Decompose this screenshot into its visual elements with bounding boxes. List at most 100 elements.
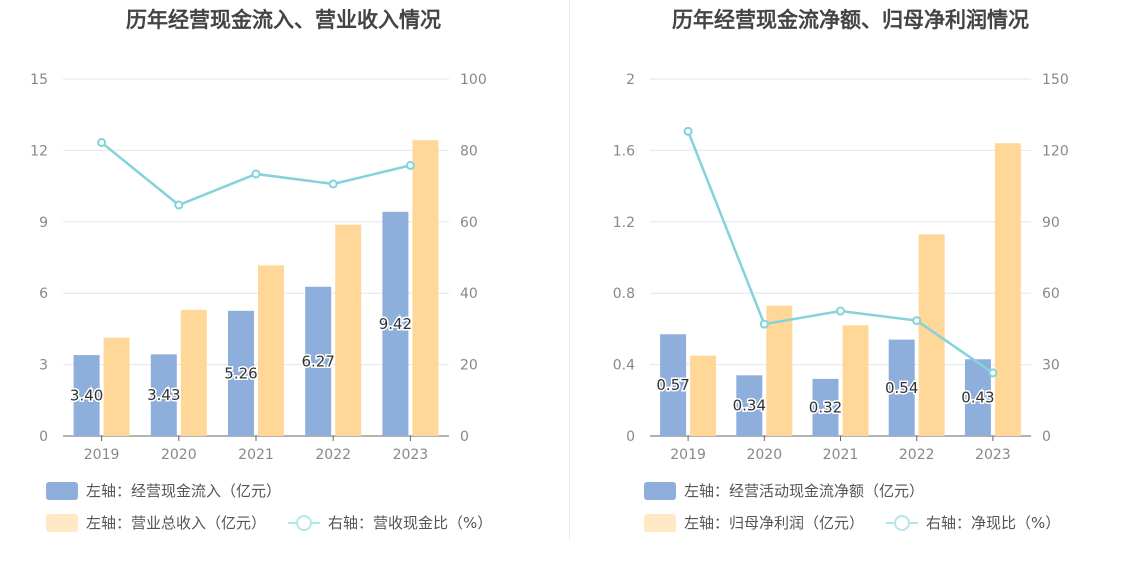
chart-plot-area: 0 0 3 20 6 40 9 60 12 80 15 100 2019 3.40 2020 3.43 2021… [30, 72, 487, 463]
x-axis-tick-label: 2019 [84, 447, 120, 463]
right-axis-tick-label: 100 [460, 72, 487, 88]
bar-yellow [994, 143, 1021, 436]
left-axis-tick-label: 1.6 [613, 143, 635, 159]
bar-data-label: 9.42 [379, 315, 412, 333]
ratio-line-point [683, 126, 693, 136]
right-axis-tick-label: 40 [460, 286, 478, 302]
chart-panel-cashflow-revenue: 历年经营现金流入、营业收入情况 0 0 3 20 6 40 9 60 12 80 15 100 2019… [30, 8, 492, 533]
bar-blue [73, 355, 100, 436]
bar-yellow [842, 325, 869, 436]
bar-blue [888, 339, 915, 436]
legend-label: 右轴：净现比（%） [926, 514, 1061, 532]
legend-row-1: 左轴：经营活动现金流净额（亿元） [644, 480, 924, 501]
ratio-line [686, 130, 994, 374]
ratio-line-point [836, 306, 845, 316]
bar-blue [660, 334, 687, 436]
bar-data-label: 0.32 [809, 398, 842, 416]
bar-yellow [412, 140, 439, 436]
bar-blue [964, 359, 991, 436]
x-axis-tick-label: 2019 [670, 447, 706, 463]
legend-swatch-yellow-bar [644, 513, 676, 532]
bar-yellow [335, 224, 362, 436]
left-axis-tick-label: 3 [39, 358, 48, 374]
bar-blue [150, 354, 177, 436]
legend-swatch-yellow-bar [46, 513, 78, 532]
left-axis-tick-label: 0 [626, 429, 635, 445]
legend-label: 左轴：经营现金流入（亿元） [86, 482, 282, 500]
bar-yellow [690, 355, 717, 436]
bar-yellow [103, 337, 130, 436]
legend-line-marker-icon [886, 514, 919, 531]
legend-item-revenue[interactable]: 左轴：营业总收入（亿元） [46, 512, 266, 533]
bar-yellow [918, 234, 945, 436]
right-axis-tick-label: 90 [1042, 215, 1060, 231]
bar-yellow [258, 265, 284, 436]
ratio-line-point [97, 138, 107, 148]
bar-data-label: 0.57 [656, 376, 689, 394]
chart-title: 历年经营现金流净额、归母净利润情况 [672, 8, 1029, 32]
ratio-line-point [912, 316, 922, 326]
chart-title: 历年经营现金流入、营业收入情况 [126, 8, 441, 32]
right-axis-tick-label: 60 [1042, 286, 1060, 302]
left-axis-tick-label: 9 [39, 215, 48, 231]
x-axis-tick-label: 2021 [823, 447, 859, 463]
legend-line-marker-icon [288, 514, 321, 531]
bar-blue [228, 310, 254, 436]
ratio-line-point [405, 160, 415, 170]
left-axis-tick-label: 6 [39, 286, 48, 302]
right-axis-tick-label: 20 [460, 358, 478, 374]
left-axis-tick-label: 2 [626, 72, 635, 88]
right-axis-tick-label: 0 [1042, 429, 1051, 445]
legend-label: 左轴：经营活动现金流净额（亿元） [684, 482, 925, 500]
right-axis-tick-label: 120 [1042, 143, 1069, 159]
x-axis-tick-label: 2020 [161, 447, 197, 463]
left-axis-tick-label: 0 [39, 429, 48, 445]
legend-item-net-cash-ratio[interactable]: 右轴：净现比（%） [886, 512, 1060, 533]
left-axis-tick-label: 12 [30, 143, 48, 159]
legend-label: 右轴：营收现金比（%） [328, 514, 493, 532]
bar-data-label: 0.34 [733, 397, 766, 415]
panel-divider [569, 0, 570, 540]
right-axis-tick-label: 30 [1042, 358, 1060, 374]
bar-blue [812, 378, 839, 436]
bar-yellow [766, 305, 793, 436]
legend-label: 左轴：归母净利润（亿元） [684, 514, 865, 532]
bar-blue [382, 211, 409, 436]
ratio-line-point [759, 319, 769, 329]
right-axis-tick-label: 80 [460, 143, 478, 159]
legend-row-2: 左轴：营业总收入（亿元） 右轴：营收现金比（%） [46, 512, 492, 533]
left-axis-tick-label: 15 [30, 72, 48, 88]
left-axis-tick-label: 1.2 [613, 215, 635, 231]
left-axis-tick-label: 0.8 [613, 286, 635, 302]
legend-item-net-profit[interactable]: 左轴：归母净利润（亿元） [644, 512, 864, 533]
ratio-line-point [328, 179, 338, 189]
x-axis-tick-label: 2022 [315, 447, 351, 463]
legend-row-2: 左轴：归母净利润（亿元） 右轴：净现比（%） [644, 512, 1060, 533]
ratio-line-point [174, 200, 184, 210]
bar-data-label: 0.43 [961, 389, 994, 407]
legend-swatch-blue-bar [46, 481, 78, 500]
bar-data-label: 3.43 [147, 386, 180, 404]
legend-swatch-blue-bar [644, 481, 676, 500]
legend-item-cash-inflow[interactable]: 左轴：经营现金流入（亿元） [46, 480, 281, 501]
legend-item-revenue-cash-ratio[interactable]: 右轴：营收现金比（%） [288, 512, 492, 533]
right-axis-tick-label: 150 [1042, 72, 1069, 88]
legend-row-1: 左轴：经营现金流入（亿元） [46, 480, 281, 501]
legend-label: 左轴：营业总收入（亿元） [86, 514, 267, 532]
bar-data-label: 3.40 [70, 387, 103, 405]
x-axis-tick-label: 2023 [975, 447, 1011, 463]
right-axis-tick-label: 0 [460, 429, 469, 445]
x-axis-tick-label: 2022 [899, 447, 935, 463]
bar-yellow [180, 309, 207, 436]
bar-data-label: 5.26 [224, 364, 257, 382]
bar-data-label: 6.27 [301, 352, 334, 370]
ratio-line-point [988, 368, 998, 378]
x-axis-tick-label: 2020 [746, 447, 782, 463]
right-axis-tick-label: 60 [460, 215, 478, 231]
x-axis-tick-label: 2023 [393, 447, 429, 463]
bar-blue [736, 375, 763, 436]
legend-item-net-operating-cash[interactable]: 左轴：经营活动现金流净额（亿元） [644, 480, 924, 501]
bar-blue [305, 286, 332, 436]
chart-plot-area: 0 0 0.4 30 0.8 60 1.2 90 1.6 120 2 150 2019 0.57 2020 0… [613, 72, 1069, 463]
x-axis-tick-label: 2021 [238, 447, 274, 463]
